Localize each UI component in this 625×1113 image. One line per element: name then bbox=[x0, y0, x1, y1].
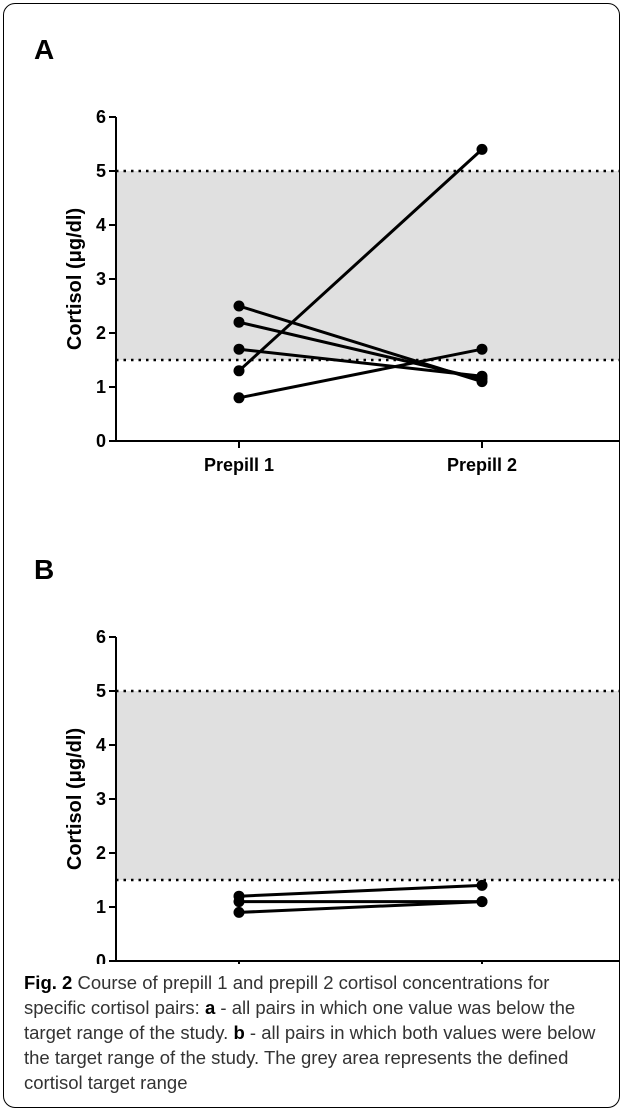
series-3 bbox=[233, 343, 488, 382]
series-line bbox=[238, 320, 483, 381]
panel-letter: A bbox=[34, 34, 54, 65]
series-1 bbox=[233, 879, 488, 902]
series-line bbox=[238, 900, 483, 914]
y-tick-label: 6 bbox=[96, 627, 106, 647]
figure-frame: A 0 1 2 3 4 5 6 Prepill 1 Prepill 2 Cortisol (μg/d… bbox=[3, 3, 620, 1108]
y-tick-label: 3 bbox=[96, 789, 106, 809]
y-tick-label: 2 bbox=[96, 843, 106, 863]
x-category-label: Prepill 2 bbox=[447, 455, 517, 475]
data-point bbox=[233, 392, 245, 404]
y-tick-label: 4 bbox=[96, 735, 106, 755]
caption-text-3: - all pairs in which both values were be… bbox=[24, 1022, 596, 1093]
data-point bbox=[476, 343, 488, 355]
series-3 bbox=[233, 896, 488, 918]
target-range-band bbox=[116, 691, 619, 880]
data-point bbox=[476, 896, 488, 908]
y-axis-title: Cortisol (μg/dl) bbox=[64, 208, 86, 350]
y-tick-label: 4 bbox=[96, 215, 106, 235]
data-point bbox=[233, 896, 245, 908]
series-5 bbox=[233, 343, 488, 404]
series-line bbox=[238, 883, 483, 898]
x-category-label: Prepill 1 bbox=[204, 455, 274, 475]
caption-key-a: a bbox=[204, 997, 216, 1018]
data-point bbox=[233, 316, 245, 328]
caption-text-1: Course of prepill 1 and prepill 2 cortis… bbox=[24, 972, 550, 1018]
y-tick-label: 1 bbox=[96, 377, 106, 397]
y-tick-label: 2 bbox=[96, 323, 106, 343]
chart-panel-a: A 0 1 2 3 4 5 6 Prepill 1 Prepill 2 Cortisol (μg/d… bbox=[34, 34, 619, 475]
data-point bbox=[476, 370, 488, 382]
y-tick-label: 6 bbox=[96, 107, 106, 127]
caption-key-b: b bbox=[233, 1022, 245, 1043]
y-axis-title: Cortisol (μg/dl) bbox=[64, 728, 86, 870]
series-4 bbox=[233, 143, 488, 377]
caption-figure-number: Fig. 2 bbox=[24, 972, 73, 993]
y-tick-label: 3 bbox=[96, 269, 106, 289]
series-line bbox=[238, 347, 483, 400]
figure-caption: Fig. 2 Course of prepill 1 and prepill 2… bbox=[24, 970, 604, 1095]
y-tick-label: 0 bbox=[96, 951, 106, 964]
data-point bbox=[476, 879, 488, 891]
panel-letter: B bbox=[34, 554, 54, 585]
data-point bbox=[233, 906, 245, 918]
series-line bbox=[237, 148, 484, 372]
series-line bbox=[238, 347, 483, 378]
y-tick-label: 1 bbox=[96, 897, 106, 917]
target-range-band bbox=[116, 171, 619, 360]
data-point bbox=[233, 343, 245, 355]
y-tick-label: 5 bbox=[96, 681, 106, 701]
data-point bbox=[233, 300, 245, 312]
data-point bbox=[233, 365, 245, 377]
caption-text-2: - all pairs in which one value was below… bbox=[24, 997, 576, 1043]
data-point bbox=[476, 143, 488, 155]
figure-canvas: A 0 1 2 3 4 5 6 Prepill 1 Prepill 2 Cortisol (μg/d… bbox=[34, 34, 619, 964]
y-tick-label: 5 bbox=[96, 161, 106, 181]
y-tick-label: 0 bbox=[96, 431, 106, 451]
